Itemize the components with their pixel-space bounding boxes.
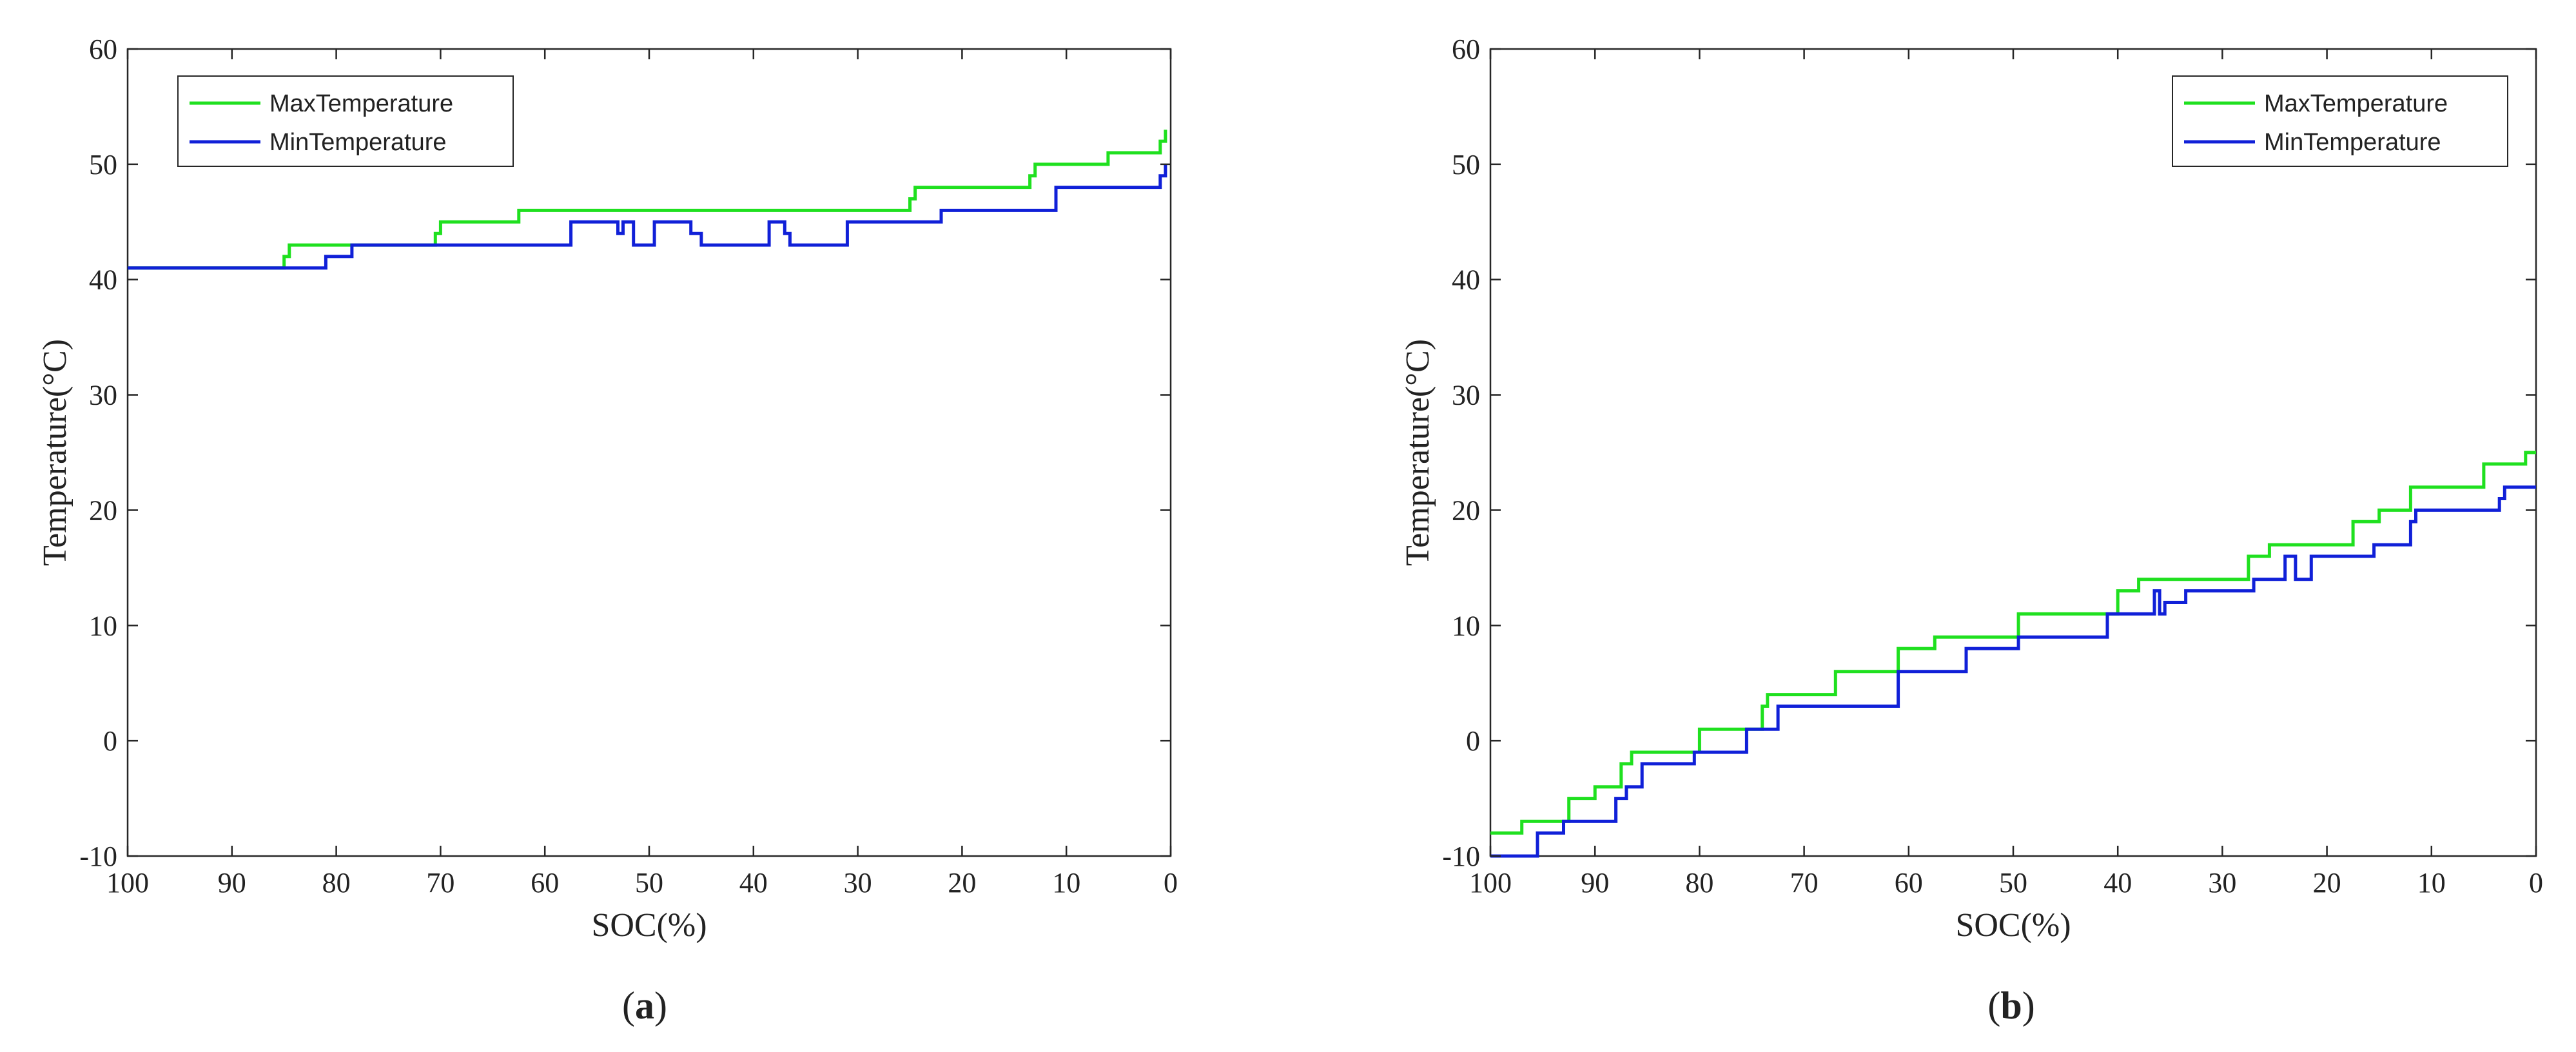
legend: MaxTemperature MinTemperature <box>177 75 514 167</box>
series-line-mintemperature <box>1490 485 2536 858</box>
x-tick-label: 80 <box>322 867 351 899</box>
x-tick-label: 30 <box>844 867 872 899</box>
x-tick-label: 20 <box>2313 867 2341 899</box>
y-tick-label: 40 <box>89 264 117 296</box>
x-tick-label: 50 <box>1999 867 2027 899</box>
y-tick-label: 20 <box>89 494 117 526</box>
plot-area-frame <box>1489 48 2537 857</box>
x-tick-label: 100 <box>1469 867 1512 899</box>
legend-label-maxtemperature: MaxTemperature <box>269 90 453 117</box>
y-tick-label: 20 <box>1452 494 1480 526</box>
x-tick-label: 60 <box>531 867 559 899</box>
x-tick-label: 30 <box>2208 867 2236 899</box>
x-tick-label: 20 <box>948 867 976 899</box>
y-tick-label: 40 <box>1452 264 1480 296</box>
y-tick-label: 60 <box>89 34 117 65</box>
x-tick-label: 10 <box>1052 867 1080 899</box>
x-tick-label: 90 <box>1581 867 1609 899</box>
x-tick-label: 100 <box>106 867 149 899</box>
x-tick-label: 0 <box>2529 867 2543 899</box>
legend-label-mintemperature: MinTemperature <box>2264 129 2441 156</box>
panel-a-chart: 100 90 80 70 60 50 40 30 20 10 0-100102030405060SO… <box>37 34 1178 1027</box>
legend-label-mintemperature: MinTemperature <box>269 129 447 156</box>
x-tick-label: 90 <box>218 867 246 899</box>
x-tick-label: 70 <box>426 867 454 899</box>
y-tick-label: -10 <box>79 841 117 872</box>
x-tick-label: 50 <box>635 867 663 899</box>
series-line-mintemperature <box>128 164 1167 270</box>
y-tick-label: -10 <box>1442 841 1480 872</box>
x-tick-label: 60 <box>1895 867 1923 899</box>
y-tick-label: 50 <box>1452 149 1480 180</box>
y-tick-label: 50 <box>89 149 117 180</box>
caption-close-paren: ) <box>654 984 667 1027</box>
series-line-maxtemperature <box>128 130 1167 270</box>
x-tick-label: 40 <box>2103 867 2132 899</box>
y-tick-label: 10 <box>1452 610 1480 641</box>
y-axis-label: Temperature(°C) <box>37 339 73 566</box>
caption-close-paren: ) <box>2022 984 2035 1027</box>
x-axis-label: SOC(%) <box>591 907 707 944</box>
panel-caption: (b) <box>1987 984 2034 1027</box>
caption-letter: a <box>635 984 654 1027</box>
caption-open-paren: ( <box>622 984 635 1027</box>
y-tick-label: 10 <box>89 610 117 641</box>
x-tick-label: 0 <box>1164 867 1178 899</box>
x-axis-label: SOC(%) <box>1955 907 2071 944</box>
legend-box <box>177 75 514 167</box>
y-tick-label: 60 <box>1452 34 1480 65</box>
y-tick-label: 0 <box>1466 725 1480 757</box>
y-tick-label: 30 <box>1452 380 1480 411</box>
panel-b-chart: 100 90 80 70 60 50 40 30 20 10 0-100102030405060SO… <box>1400 34 2543 1027</box>
y-tick-label: 0 <box>103 725 117 757</box>
legend-label-maxtemperature: MaxTemperature <box>2264 90 2448 117</box>
y-tick-label: 30 <box>89 380 117 411</box>
caption-letter: b <box>2000 984 2022 1027</box>
plot-area-frame <box>126 48 1172 857</box>
y-axis-label: Temperature(°C) <box>1400 339 1436 566</box>
x-tick-label: 40 <box>739 867 768 899</box>
x-tick-label: 80 <box>1685 867 1713 899</box>
x-tick-label: 10 <box>2417 867 2446 899</box>
x-tick-label: 70 <box>1790 867 1819 899</box>
caption-open-paren: ( <box>1987 984 2000 1027</box>
legend: MaxTemperature MinTemperature <box>2172 75 2508 167</box>
series-line-maxtemperature <box>1490 451 2536 835</box>
legend-box <box>2172 75 2508 167</box>
panel-caption: (a) <box>622 984 667 1027</box>
